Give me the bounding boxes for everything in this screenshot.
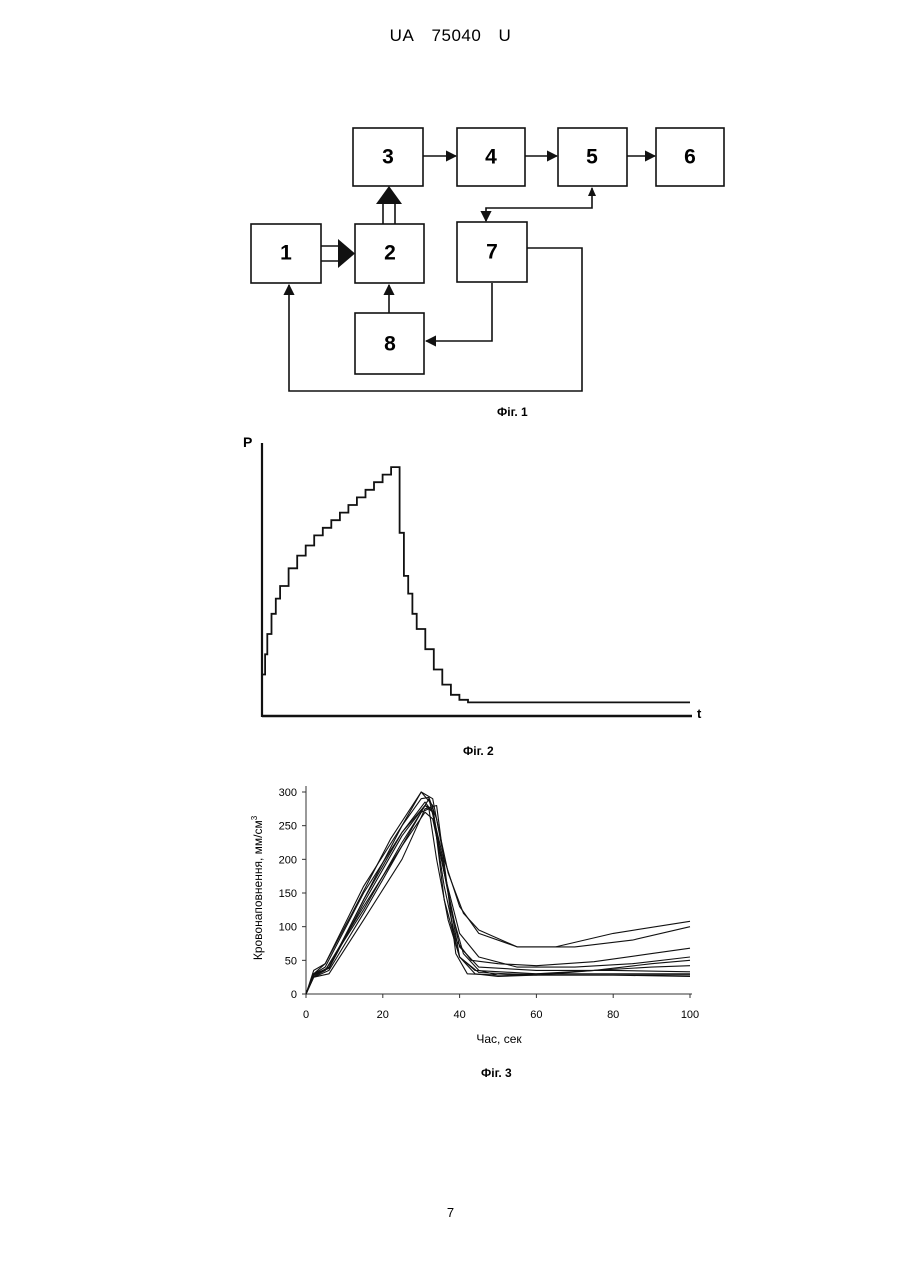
fig3-y-tick-label: 200 bbox=[279, 854, 297, 866]
fig3-y-label: Кровонаповнення, мм/см3 bbox=[250, 815, 265, 960]
fig3-y-tick-label: 300 bbox=[279, 787, 297, 799]
fig3-x-label: Час, сек bbox=[476, 1032, 522, 1046]
fig3-y-tick-label: 100 bbox=[279, 922, 297, 934]
fig3-y-tick-label: 150 bbox=[279, 888, 297, 900]
fig3-caption: Фіг. 3 bbox=[481, 1066, 512, 1080]
fig3-chart: 020406080100050100150200250300 Час, сек … bbox=[0, 0, 901, 1100]
fig3-y-tick-label: 0 bbox=[291, 989, 297, 1001]
fig3-x-tick-label: 80 bbox=[607, 1009, 619, 1021]
fig3-x-tick-label: 20 bbox=[377, 1009, 389, 1021]
fig3-x-tick-label: 100 bbox=[681, 1009, 699, 1021]
fig3-series-line-8 bbox=[306, 802, 690, 994]
fig3-y-tick-label: 50 bbox=[285, 955, 297, 967]
fig3-series-line-10 bbox=[306, 809, 690, 994]
fig3-x-tick-label: 40 bbox=[453, 1009, 465, 1021]
fig3-y-tick-label: 250 bbox=[279, 821, 297, 833]
page-number: 7 bbox=[0, 1205, 901, 1220]
fig3-series-line-2 bbox=[306, 799, 690, 994]
fig3-x-tick-label: 60 bbox=[530, 1009, 542, 1021]
fig3-series-line-6 bbox=[306, 797, 690, 994]
fig3-x-tick-label: 0 bbox=[303, 1009, 309, 1021]
